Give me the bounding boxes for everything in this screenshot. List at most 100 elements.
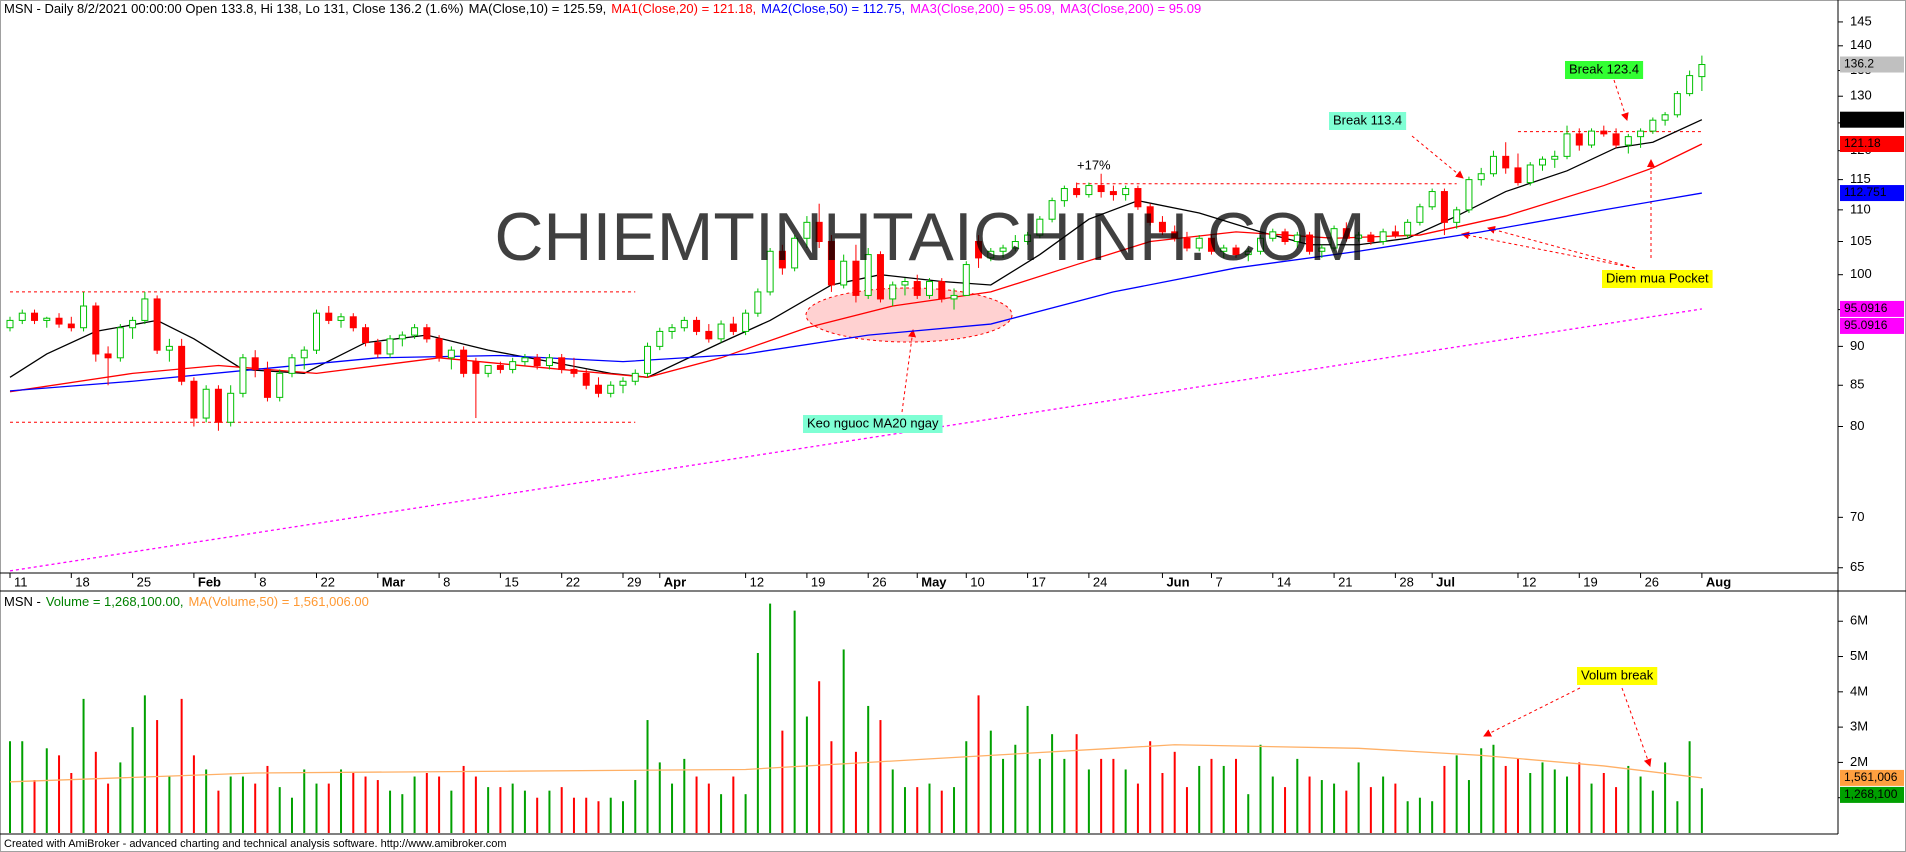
candle-body [570,368,578,374]
volume-bar [854,751,857,833]
candle-body [1379,231,1387,243]
arrow [1487,225,1636,269]
x-tick-label: 26 [872,574,886,589]
candle-body [43,317,51,321]
x-tick-label: 19 [811,574,825,589]
volume-bar [1136,783,1139,833]
volume-bar [1161,773,1164,833]
header-segment: MSN - [4,594,41,609]
candle-body [1011,241,1019,249]
x-tick-label: 29 [627,574,641,589]
candle-body [852,260,860,296]
volume-bar [364,776,367,833]
value-badge [1840,317,1904,334]
candle-body [1600,130,1608,135]
volume-bar [1566,776,1569,833]
candle-body [153,298,161,351]
candle-body [239,357,247,394]
candle-body [827,241,835,286]
volume-bar [450,790,453,833]
x-tick-label: 12 [1522,574,1536,589]
candle-body [766,250,774,293]
candle-body [803,221,811,239]
candle-body [656,330,664,347]
x-tick-label: Apr [664,574,686,589]
annotation-box [803,415,943,433]
candle-body [92,305,100,355]
volume-bar [487,787,490,833]
candle-body [1539,158,1546,166]
candle-body [362,327,370,344]
arrow [1621,687,1652,767]
candle-body [1428,191,1436,208]
candle-body [67,323,75,329]
annotation: +17% [1077,157,1111,172]
volume-bar [793,610,796,833]
candle-body [1575,133,1583,146]
candle-body [18,312,26,321]
volume-bar [720,794,723,833]
candle-body [447,349,455,359]
candle-body [31,312,39,321]
volume-bar [940,790,943,833]
candle-body [1097,185,1105,193]
value-badge [1840,56,1904,73]
volume-bar [1308,776,1311,833]
volume-bar [916,787,919,833]
value-badge [1840,786,1904,803]
volume-bar [1467,780,1470,833]
candle-body [705,330,713,340]
volume-bar [376,780,379,833]
y-tick-label: 5M [1850,648,1868,663]
candle-body [227,392,235,423]
y-tick-label: 130 [1850,88,1872,103]
value-badge [1840,185,1904,202]
candle-body [313,312,320,351]
volume-bar [1443,765,1446,833]
volume-bar [830,741,833,833]
candle-body [1563,133,1571,157]
volume-bar [229,776,232,833]
candle-body [594,384,602,394]
volume-bar [401,794,404,833]
volume-bar [499,787,502,833]
volume-bar [180,698,183,833]
candle-body [288,357,296,374]
volume-bar [1210,758,1213,833]
x-tick-label: 18 [75,574,89,589]
candle-body [178,345,186,382]
candle-body [80,305,88,329]
candle-body [1416,206,1424,223]
value-badge-label: 95.0916 [1844,318,1888,332]
candle-body [386,338,394,355]
arrow [1613,79,1629,121]
volume-bar [389,790,392,833]
volume-bar [769,603,772,833]
header-segment: MSN - Daily 8/2/2021 00:00:00 Open 133.8… [4,1,464,16]
volume-bar [744,794,747,833]
candle-body [1195,237,1203,249]
arrows [901,79,1655,767]
candle-body [545,357,553,367]
candle-body [864,254,872,296]
volume-bar [1492,744,1495,833]
candle-body [815,221,823,243]
volume-bar [842,649,845,833]
candle-body [999,247,1007,252]
volume-bar [303,769,306,833]
candle-body [337,316,345,321]
volume-bar [928,783,931,833]
volume-bar [119,762,122,833]
header-segment: Volume = 1,268,100.00, [46,594,184,609]
candle-body [214,388,222,423]
candle-body [889,284,897,300]
candle-body [607,384,615,394]
volume-bar [290,797,293,833]
volume-bar [695,776,698,833]
candle-body [251,357,259,370]
volume-bar [438,776,441,833]
candle-body [472,361,480,374]
header-segment: MA(Volume,50) = 1,561,006.00 [189,594,369,609]
